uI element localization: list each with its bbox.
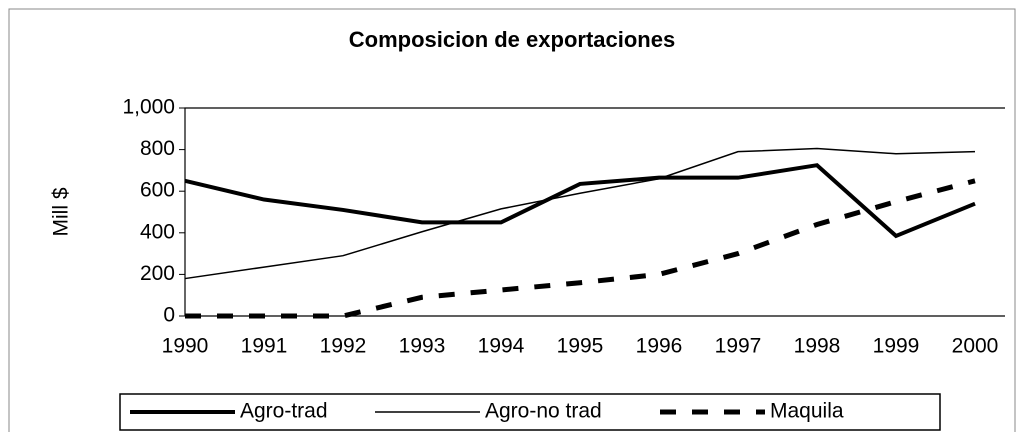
y-tick-label: 200 [140, 262, 175, 285]
x-tick-label: 1995 [557, 335, 604, 358]
legend-label: Agro-no trad [485, 400, 602, 423]
y-tick-label: 800 [140, 137, 175, 160]
x-tick-label: 1998 [794, 335, 841, 358]
chart-title: Composicion de exportaciones [349, 27, 675, 52]
y-tick-label: 0 [163, 304, 175, 327]
x-tick-label: 1997 [715, 335, 762, 358]
x-tick-label: 1994 [478, 335, 525, 358]
legend-label: Maquila [770, 400, 844, 423]
series-line [184, 163, 976, 239]
y-tick-label: 1,000 [122, 96, 175, 119]
series-line [185, 178, 976, 319]
x-tick-label: 1999 [873, 335, 920, 358]
y-tick-label: 400 [140, 220, 175, 243]
x-tick-label: 1990 [162, 335, 209, 358]
legend-box [119, 393, 941, 431]
chart-border [8, 8, 1016, 432]
x-tick-label: 2000 [952, 335, 999, 358]
x-tick-label: 1991 [241, 335, 288, 358]
x-tick-label: 1993 [399, 335, 446, 358]
legend-label: Agro-trad [240, 400, 328, 423]
x-tick-label: 1996 [636, 335, 683, 358]
x-tick-label: 1992 [320, 335, 367, 358]
y-axis-label: Mill $ [50, 187, 73, 236]
series-line [184, 147, 976, 280]
y-tick-label: 600 [140, 179, 175, 202]
